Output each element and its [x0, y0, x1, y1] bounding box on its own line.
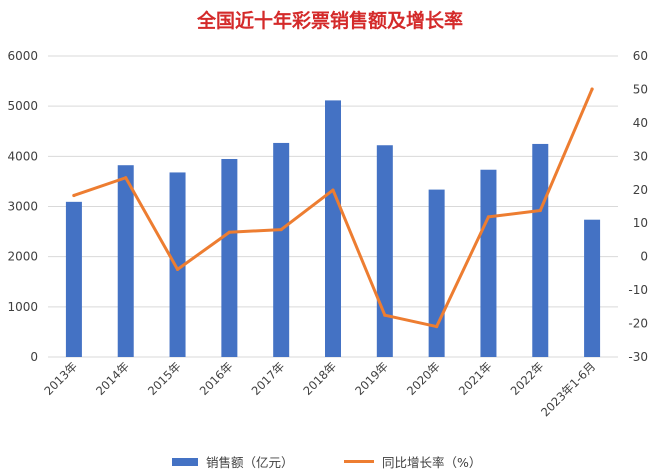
category-label: 2014年: [93, 359, 132, 398]
left-tick-label: 3000: [7, 200, 38, 214]
legend-line-swatch: [344, 460, 374, 463]
category-label: 2021年: [456, 359, 495, 398]
category-axis: 2013年 2014年 2015年 2016年 2017年 2018年 2019年 2020年…: [41, 359, 598, 419]
legend-bar-swatch: [172, 457, 198, 466]
line-point: [124, 176, 128, 180]
category-label: 2016年: [197, 359, 236, 398]
left-tick-label: 2000: [7, 250, 38, 264]
category-label: 2020年: [404, 359, 443, 398]
left-tick-label: 5000: [7, 99, 38, 113]
line-point: [279, 227, 283, 232]
category-label: 2018年: [300, 359, 339, 398]
bar: [480, 169, 497, 357]
right-tick-label: 60: [633, 49, 648, 63]
right-tick-label: 40: [633, 116, 648, 130]
category-label: 2019年: [352, 359, 391, 398]
right-tick-label: 10: [633, 216, 648, 230]
line-point: [486, 215, 491, 219]
bar: [273, 142, 290, 357]
bar: [65, 201, 82, 357]
right-axis: -30 -20 -10 0 10 20 30 40 50 60: [628, 49, 648, 364]
line-point: [331, 188, 335, 192]
bar: [376, 145, 393, 357]
legend-label-sales: 销售额（亿元）: [206, 455, 294, 470]
category-label: 2015年: [145, 359, 184, 398]
bar: [221, 158, 238, 357]
category-label: 2022年: [508, 359, 547, 398]
bar: [325, 100, 341, 358]
left-tick-label: 6000: [7, 49, 38, 63]
left-tick-label: 4000: [7, 149, 38, 163]
category-label: 2023年1-6月: [538, 359, 598, 419]
right-tick-label: -20: [628, 317, 648, 331]
right-tick-label: 30: [633, 149, 648, 163]
left-axis: 0 1000 2000 3000 4000 5000 6000: [7, 49, 38, 364]
line-point: [590, 87, 594, 91]
line-point: [435, 324, 439, 329]
line-point: [72, 193, 76, 198]
legend-label-growth: 同比增长率（%）: [382, 455, 482, 470]
right-tick-label: 50: [633, 82, 648, 96]
right-tick-label: 0: [640, 250, 648, 264]
bar: [532, 143, 549, 357]
bar: [428, 189, 445, 357]
bar: [169, 172, 186, 357]
chart-title: 全国近十年彩票销售额及增长率: [196, 10, 463, 32]
legend-item-sales: 销售额（亿元）: [172, 452, 294, 471]
bar: [117, 165, 134, 357]
right-tick-label: -30: [628, 350, 648, 364]
category-label: 2017年: [249, 359, 288, 398]
line-point: [175, 267, 180, 271]
left-tick-label: 1000: [7, 300, 38, 314]
line-series: [72, 87, 594, 329]
left-tick-label: 0: [30, 350, 38, 364]
line-point: [227, 230, 231, 234]
right-tick-label: 20: [633, 183, 648, 197]
bar: [584, 219, 601, 357]
legend-item-growth: 同比增长率（%）: [344, 452, 481, 471]
category-label: 2013年: [41, 359, 80, 398]
line-point: [538, 208, 542, 213]
line-point: [383, 313, 387, 317]
right-tick-label: -10: [628, 283, 648, 297]
bar-series: [65, 100, 601, 358]
